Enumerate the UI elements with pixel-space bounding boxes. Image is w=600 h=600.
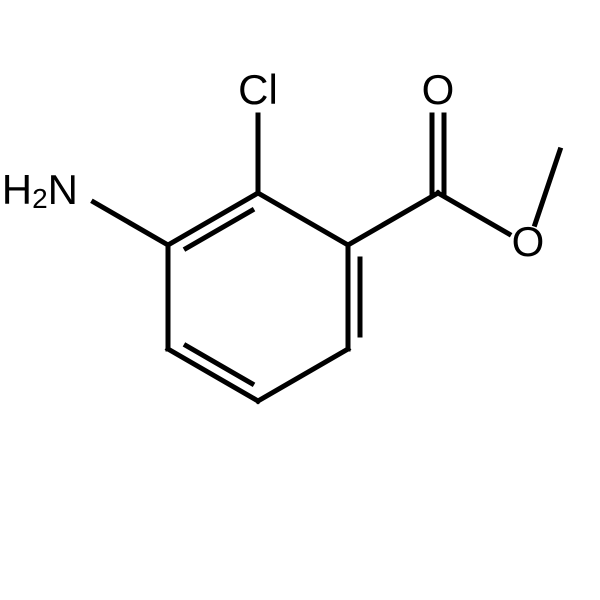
bond-single xyxy=(258,193,348,245)
atom-label: Cl xyxy=(238,66,278,113)
labels-group: Cl H2N O O xyxy=(2,66,545,265)
bond-single xyxy=(348,193,438,245)
atom-label: O xyxy=(422,66,455,113)
bond-single xyxy=(168,193,258,245)
bonds-group xyxy=(94,115,560,401)
molecule-diagram: Cl H2N O O xyxy=(0,0,600,600)
atom-label: O xyxy=(512,218,545,265)
bond-single xyxy=(535,150,560,224)
bond-single xyxy=(94,202,168,245)
atom-label: H2N xyxy=(2,166,78,214)
bond-single xyxy=(258,349,348,401)
bond-single xyxy=(168,349,258,401)
bond-single xyxy=(438,193,509,234)
